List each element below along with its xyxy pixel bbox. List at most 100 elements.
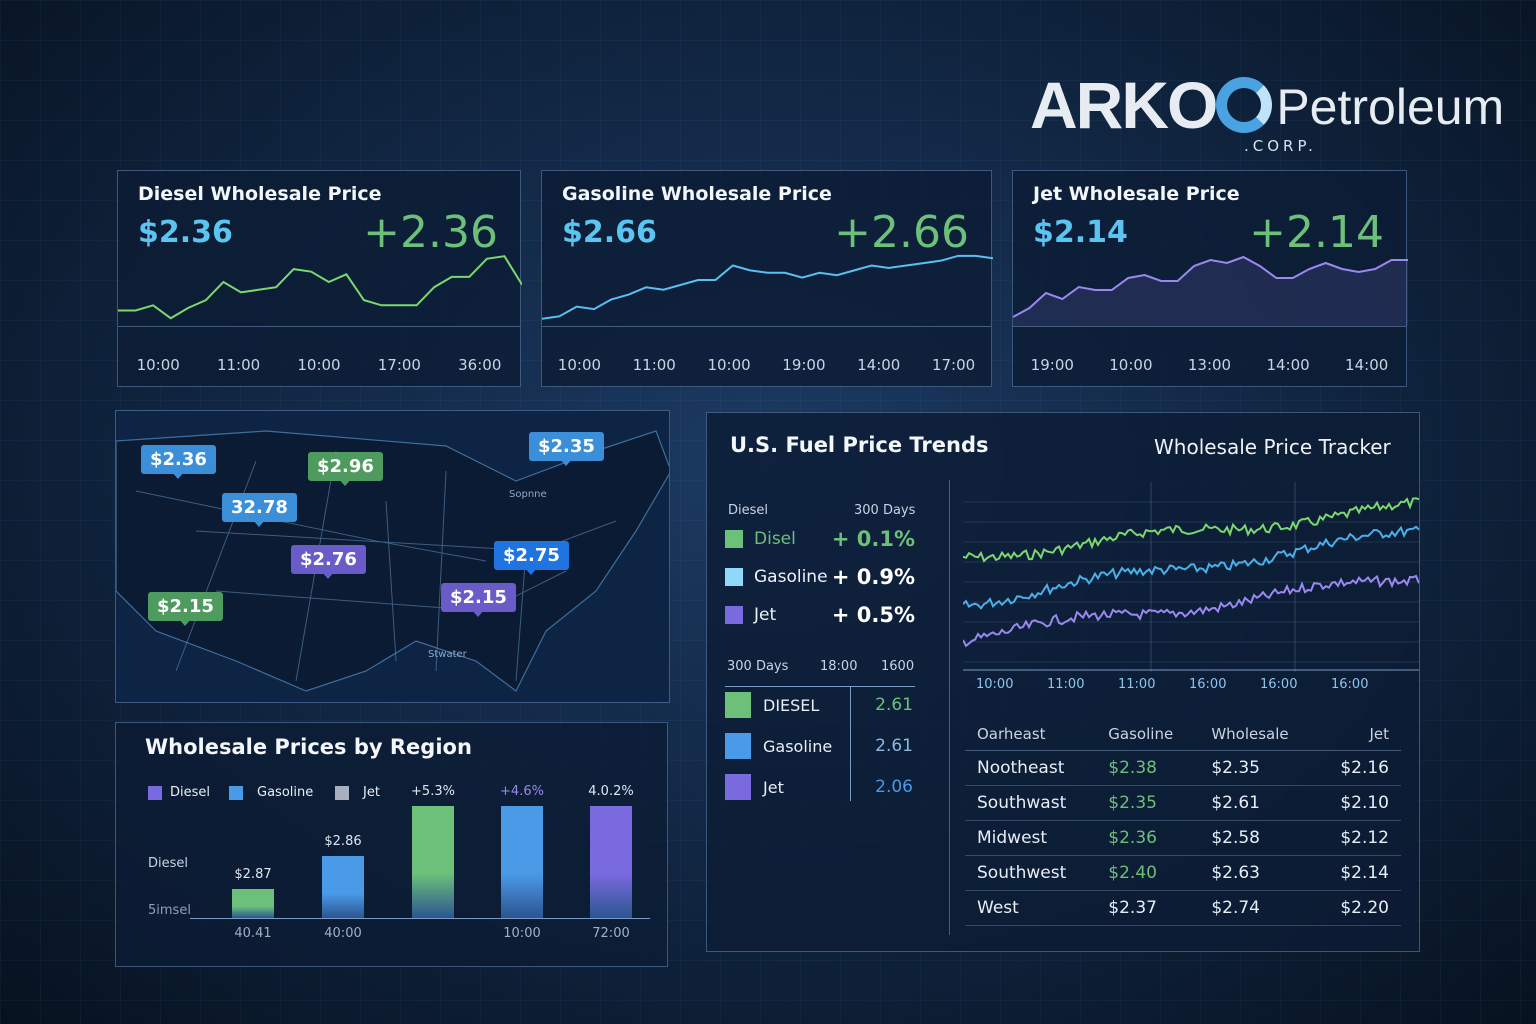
table-cell: $2.36: [1096, 820, 1200, 856]
trend-x-tick: 16:00: [1260, 677, 1298, 692]
table-cell: $2.12: [1316, 820, 1401, 856]
card-title: Diesel Wholesale Price: [138, 183, 382, 205]
series-change: + 0.1%: [831, 527, 915, 551]
sparkline-line: [1013, 255, 1408, 318]
region-bar[interactable]: [322, 856, 364, 918]
tick-label: 19:00: [782, 356, 826, 374]
map-pin-price[interactable]: 32.78: [222, 493, 297, 527]
map-pin-price[interactable]: $2.36: [141, 445, 216, 479]
table-cell: Southwest: [965, 855, 1097, 891]
sparkline: [118, 255, 522, 320]
series-value: 2.61: [875, 695, 913, 715]
legend-diesel: Diesel: [148, 785, 210, 800]
map-pin-price[interactable]: $2.76: [291, 545, 366, 579]
tick-label: 10:00: [136, 356, 180, 374]
change-row: Gasoline + 0.9%: [725, 565, 915, 589]
latest-row: Gasoline 2.61: [725, 733, 915, 759]
map-pin-price[interactable]: $2.35: [529, 432, 604, 466]
legend-label: Gasoline: [257, 785, 314, 800]
bar-x-label: 40.41: [234, 926, 272, 941]
sparkline: [542, 254, 993, 320]
price-card-diesel[interactable]: Diesel Wholesale Price $2.36 +2.36 10:00 11:…: [117, 170, 522, 387]
series-name: Jet: [763, 777, 784, 797]
table-cell: $2.35: [1199, 750, 1317, 786]
series-change: + 0.9%: [831, 565, 915, 589]
region-title: Wholesale Prices by Region: [145, 735, 472, 759]
map-pin-price[interactable]: $2.75: [494, 541, 569, 575]
bar-label: 4.0.2%: [588, 784, 634, 799]
y-label: 5imsel: [148, 903, 191, 918]
tick-label: 36:00: [458, 356, 502, 374]
region-bar[interactable]: [232, 888, 274, 918]
region-bar[interactable]: [412, 806, 454, 918]
table-cell: $2.37: [1096, 890, 1200, 926]
series-swatch: [725, 530, 743, 548]
bar-label: $2.87: [234, 866, 272, 882]
divider: [949, 480, 950, 935]
tick-label: 14:00: [1345, 356, 1389, 374]
axis-line: [118, 326, 520, 327]
sparkline-area: [1013, 257, 1408, 326]
latest-row: DIESEL 2.61: [725, 692, 915, 718]
col-head: 300 Days: [727, 659, 789, 674]
region-bar[interactable]: [590, 806, 632, 918]
table-cell: Nootheast: [965, 750, 1097, 786]
map-pin-price[interactable]: $2.15: [148, 592, 223, 626]
arko-logo: ARKO Petroleum .CORP.: [1030, 66, 1505, 154]
tick-label: 17:00: [931, 356, 976, 374]
change-row: Jet + 0.5%: [725, 603, 915, 627]
price-card-gasoline[interactable]: Gasoline Wholesale Price $2.66 +2.66 10:00 1…: [541, 170, 993, 387]
series-swatch: [725, 774, 751, 800]
series-name: Disel: [754, 529, 796, 549]
legend-label: Jet: [363, 785, 380, 800]
tick-label: 10:00: [1109, 356, 1153, 374]
bar-baseline: [190, 918, 650, 919]
divider: [725, 686, 915, 687]
card-price: $2.36: [138, 215, 233, 250]
logo-petroleum: Petroleum: [1276, 79, 1505, 135]
tick-label: 14:00: [1266, 356, 1310, 374]
trends-subtitle: Wholesale Price Tracker: [1154, 435, 1391, 459]
map-pin-price[interactable]: $2.15: [441, 583, 516, 617]
card-change: +2.14: [1249, 207, 1384, 258]
logo-ring-icon: [1216, 77, 1273, 133]
card-x-ticks: 19:00 10:00 13:00 14:00 14:00: [1013, 356, 1406, 374]
table-cell: West: [965, 890, 1097, 926]
series-name: Gasoline: [763, 736, 833, 756]
table-cell: Midwest: [965, 820, 1097, 856]
changes-head-right: 300 Days: [854, 503, 916, 518]
latest-row: Jet 2.06: [725, 774, 915, 800]
table-cell: $2.61: [1199, 785, 1317, 821]
card-change: +2.66: [834, 207, 969, 258]
map-panel[interactable]: $2.36 $2.96 32.78 $2.76 $2.35 $2.75 $2.1…: [115, 410, 670, 703]
trend-x-tick: 16:00: [1331, 677, 1369, 692]
card-x-ticks: 10:00 11:00 10:00 19:00 14:00 17:00: [542, 356, 991, 374]
tick-label: 10:00: [707, 356, 751, 374]
price-card-jet[interactable]: Jet Wholesale Price $2.14 +2.14 19:00 10:00 1…: [1012, 170, 1408, 387]
sparkline-line: [118, 255, 522, 320]
series-value: 2.06: [875, 777, 913, 797]
axis-line: [542, 326, 991, 327]
table-cell: Southwast: [965, 785, 1097, 821]
legend-swatch: [148, 785, 162, 800]
map-pin-price[interactable]: $2.96: [308, 452, 383, 486]
tick-label: 13:00: [1187, 356, 1232, 374]
trend-series-line: [963, 497, 1419, 563]
card-x-ticks: 10:00 11:00 10:00 17:00 36:00: [118, 356, 520, 374]
logo-ark: ARKO: [1030, 68, 1218, 142]
table-cell: $2.10: [1316, 785, 1401, 821]
table-cell: $2.20: [1316, 890, 1401, 926]
table-row: Southwast $2.35 $2.61 $2.10: [965, 785, 1401, 821]
bar-x-label: 10:00: [503, 926, 541, 941]
table-cell: $2.74: [1199, 890, 1317, 926]
region-bar[interactable]: [501, 806, 543, 918]
series-swatch: [725, 692, 751, 718]
legend-jet: Jet: [335, 785, 380, 800]
tick-label: 10:00: [297, 356, 341, 374]
table-row: Midwest $2.36 $2.58 $2.12: [965, 820, 1401, 856]
table-cell: $2.16: [1316, 750, 1401, 786]
changes-head-left: Diesel: [728, 503, 769, 518]
series-swatch: [725, 733, 751, 759]
series-name: Gasoline: [754, 567, 828, 587]
trend-x-tick: 11:00: [1118, 677, 1156, 692]
